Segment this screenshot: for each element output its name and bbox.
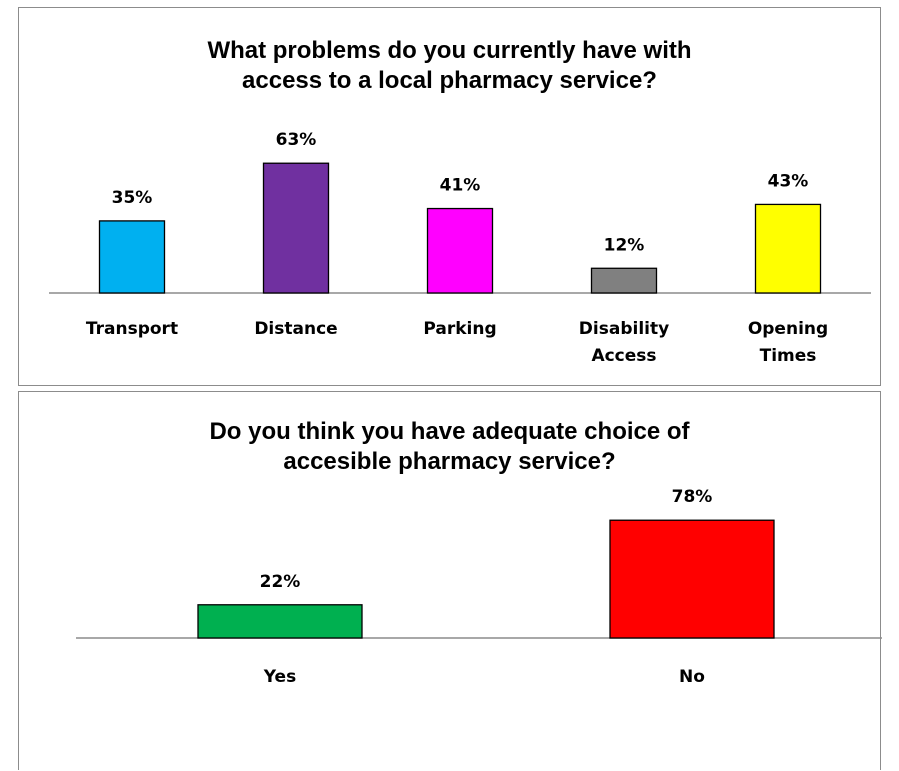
chart-title: Do you think you have adequate choice of… [209, 418, 690, 475]
bar-value-label: 78% [672, 487, 713, 507]
chart-panel-access-problems: What problems do you currently have with… [18, 7, 881, 386]
bar [590, 267, 658, 294]
bar-value-label: 63% [276, 130, 317, 150]
category-label: Parking [423, 319, 496, 339]
bar [262, 162, 330, 294]
category-label: Transport [86, 319, 178, 339]
bar-chart-adequate-choice: 22% Yes 78% No [76, 487, 882, 687]
chart-panel-adequate-choice: Do you think you have adequate choice of… [18, 391, 882, 770]
bar-value-label: 35% [112, 188, 153, 208]
chart-title: What problems do you currently have with… [207, 37, 692, 94]
bar [197, 604, 363, 639]
bar-chart-access-problems: 35% Transport 63% Distance 41% Parking 12% Disa… [49, 130, 871, 366]
bar-value-label: 12% [604, 235, 645, 255]
category-label: Access [591, 346, 656, 366]
bar [426, 207, 494, 294]
bar [754, 203, 822, 294]
bar [98, 220, 166, 294]
category-label: Opening [748, 319, 828, 339]
category-label: Distance [254, 319, 337, 339]
category-label: No [679, 667, 705, 687]
bar-value-label: 22% [260, 572, 301, 592]
category-label: Disability [579, 319, 669, 339]
bar-value-label: 43% [768, 171, 809, 191]
bar [609, 519, 775, 639]
category-label: Yes [263, 667, 296, 687]
category-label: Times [760, 346, 817, 366]
bar-value-label: 41% [440, 176, 481, 196]
